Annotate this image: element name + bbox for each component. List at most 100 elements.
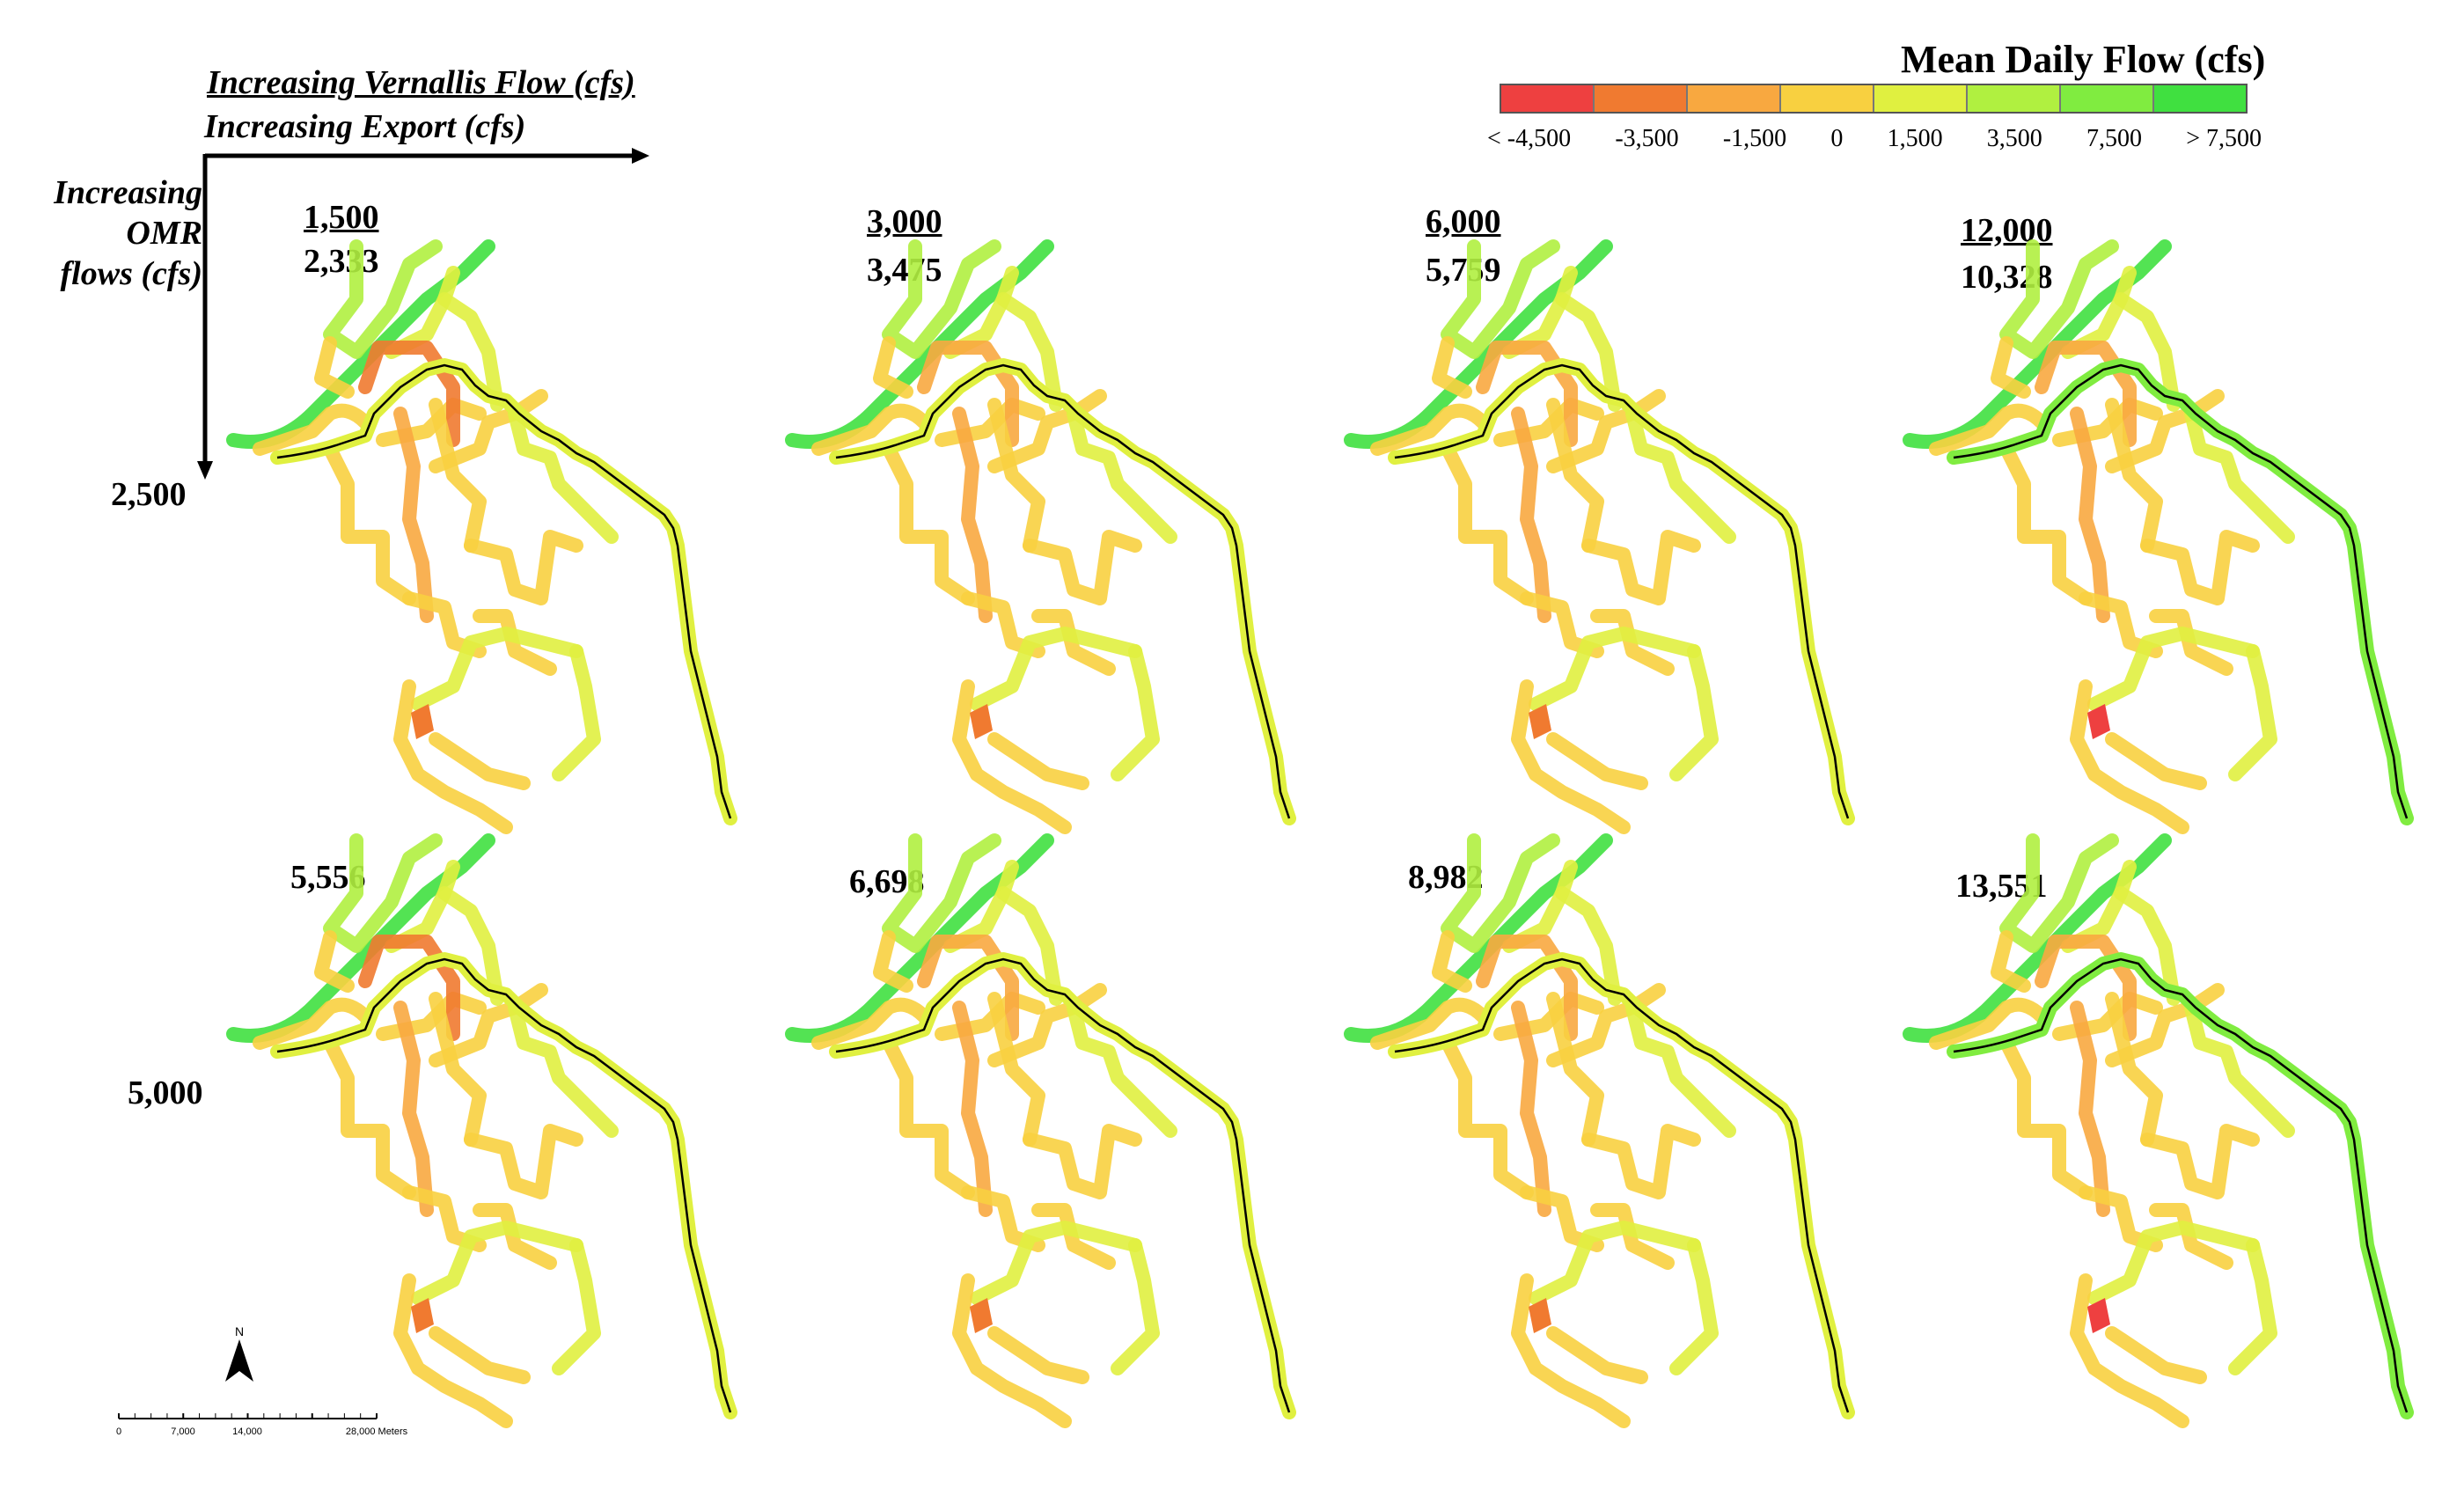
channel-segment	[1111, 1238, 1160, 1375]
channel-segment	[2070, 1001, 2110, 1217]
channel-segment	[917, 341, 1019, 447]
channel-segment	[393, 679, 513, 834]
legend-tick-0: < -4,500	[1487, 125, 1572, 152]
axis-arrows	[197, 148, 649, 480]
channel-segment	[411, 627, 583, 711]
legend-tick-7: > 7,500	[2186, 125, 2262, 152]
channel-segment	[1581, 530, 1701, 605]
channel-segment	[873, 930, 913, 993]
channel-segment	[2087, 627, 2260, 711]
main-river-channel	[1388, 358, 1855, 825]
channel-segment	[882, 239, 1001, 359]
map-panel-8	[1901, 833, 2446, 1428]
channel-segment	[2070, 679, 2189, 834]
channel-segment	[987, 389, 1107, 473]
channel-segment	[323, 833, 443, 953]
scale-bar: N 0 7,000 14,000 28,000 Meters	[116, 1324, 408, 1437]
channel-segment	[987, 992, 1045, 1147]
river-centerline	[835, 957, 1291, 1413]
channel-segment	[1625, 407, 1736, 544]
north-arrow-icon	[225, 1339, 253, 1382]
channel-segment	[508, 407, 619, 544]
panel-3-export: 5,759	[1426, 252, 1501, 289]
channel-segment	[2035, 341, 2137, 447]
omr-axis-title: Increasing OMR flows (cfs)	[0, 172, 202, 294]
panel-3-vernalis: 6,000	[1426, 203, 1501, 240]
channel-segment	[873, 336, 913, 399]
channel-segment	[2114, 886, 2181, 1006]
channel-segment	[1903, 833, 2172, 1043]
channel-segment	[429, 389, 548, 473]
channel-segment	[411, 1221, 583, 1305]
legend-tick-4: 1,500	[1887, 125, 1943, 152]
channel-segment	[2070, 1273, 2189, 1428]
channel-segment	[1511, 679, 1631, 834]
channel-segment	[2105, 389, 2225, 473]
channel-segment	[785, 833, 1054, 1043]
main-river-channel	[270, 358, 737, 825]
map-panel-2	[783, 239, 1329, 834]
channel-segment	[2140, 1124, 2260, 1199]
channel-segment	[882, 833, 1001, 953]
channel-segment	[1546, 992, 1604, 1147]
channel-segment	[1555, 292, 1622, 412]
channel-segment	[1111, 644, 1160, 781]
river-centerline	[1394, 957, 1850, 1413]
channel-segment	[1511, 1001, 1551, 1217]
channel-segment	[952, 679, 1072, 834]
export-pump-location	[1529, 704, 1551, 739]
omr-title-line-1: Increasing	[54, 174, 202, 211]
channel-segment	[2105, 1326, 2207, 1384]
channel-segment	[1432, 930, 1472, 993]
channel-segment	[2087, 1221, 2260, 1305]
channel-segment	[437, 886, 504, 1006]
channel-segment	[987, 732, 1089, 790]
panel-2-export: 3,475	[867, 252, 942, 289]
legend-tick-2: -1,500	[1722, 125, 1787, 152]
channel-segment	[1546, 398, 1604, 553]
channel-segment	[323, 442, 416, 605]
channel-segment	[253, 997, 372, 1050]
channel-segment	[1625, 1001, 1736, 1138]
row-label-omr-5000: 5,000	[128, 1074, 203, 1111]
channel-segment	[1344, 239, 1613, 449]
channel-segment	[429, 1326, 531, 1384]
channel-segment	[1999, 833, 2119, 953]
channel-segment	[393, 407, 434, 623]
channel-segment	[393, 1273, 513, 1428]
channel-segment	[785, 239, 1054, 449]
channel-segment	[1669, 1238, 1719, 1375]
legend-swatch-4	[1874, 85, 1968, 112]
channel-segment	[1546, 983, 1666, 1067]
channel-segment	[314, 930, 355, 993]
channel-segment	[464, 530, 583, 605]
channel-segment	[987, 398, 1045, 553]
channel-segment	[1476, 935, 1578, 1041]
channel-segment	[1929, 997, 2049, 1050]
export-pump-location	[970, 1298, 993, 1333]
channel-segment	[882, 442, 975, 605]
row-label-omr-2500: 2,500	[111, 476, 187, 513]
channel-segment	[1546, 389, 1666, 473]
scale-ticks	[118, 1413, 378, 1419]
channel-segment	[429, 983, 548, 1067]
channel-segment	[952, 1273, 1072, 1428]
channel-segment	[2070, 407, 2110, 623]
channel-segment	[1370, 997, 1490, 1050]
main-river-channel	[1947, 358, 2414, 825]
channel-segment	[2228, 644, 2277, 781]
channel-segment	[429, 398, 487, 553]
export-pump-location	[970, 704, 993, 739]
channel-segment	[2228, 1238, 2277, 1375]
channel-segment	[1529, 1221, 1701, 1305]
channel-segment	[1067, 1001, 1177, 1138]
export-pump-location	[2087, 1298, 2110, 1333]
legend-tick-6: 7,500	[2086, 125, 2142, 152]
river-centerline	[276, 363, 732, 819]
channel-segment	[552, 644, 601, 781]
channel-segment	[2105, 983, 2225, 1067]
channel-segment	[1929, 403, 2049, 456]
river-centerline	[1953, 363, 2409, 819]
channel-segment	[2140, 530, 2260, 605]
panel-1-vernalis: 1,500	[304, 199, 379, 236]
